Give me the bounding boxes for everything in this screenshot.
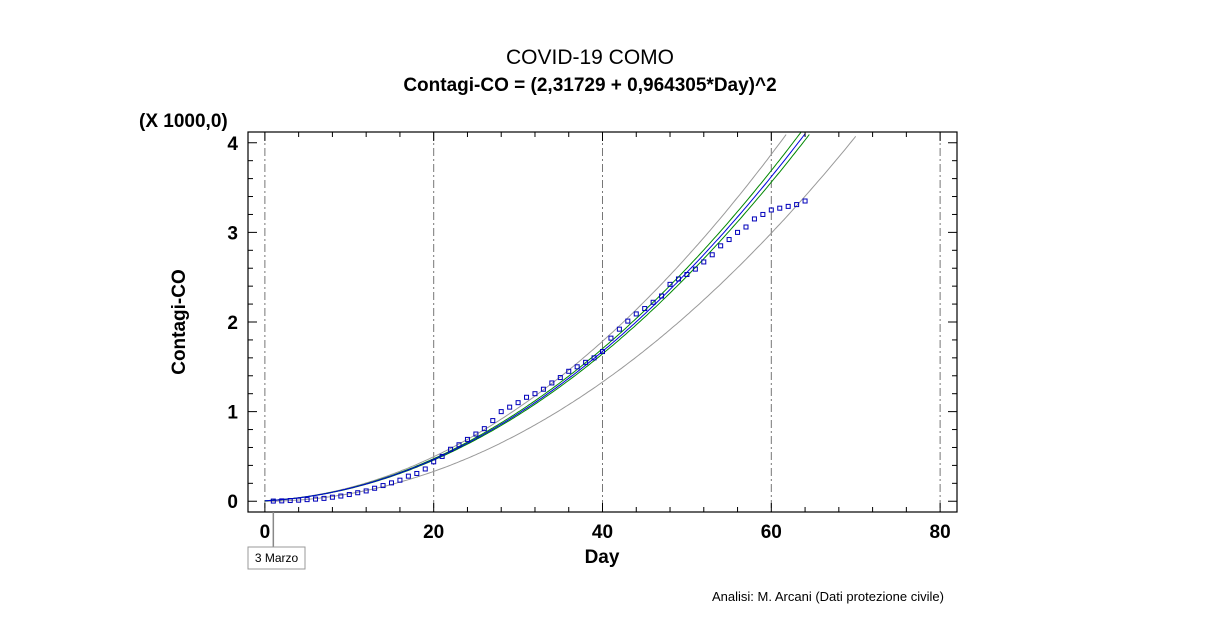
confidence-band-lower: [264, 134, 810, 502]
axis-ticks: 0 20 40 60 80 0 1 2 3 4: [227, 132, 957, 543]
data-point: [574, 364, 580, 370]
data-point: [591, 355, 597, 361]
data-point: [363, 488, 369, 494]
x-axis-title: Day: [585, 547, 620, 568]
data-point: [667, 281, 673, 287]
grid-lines: [264, 132, 941, 512]
data-point: [481, 426, 487, 432]
data-point: [439, 453, 445, 459]
data-point: [709, 252, 715, 258]
y-tick-label: 4: [227, 134, 238, 155]
data-point: [405, 473, 411, 479]
data-point: [296, 497, 302, 503]
data-point: [760, 211, 766, 217]
data-point: [549, 380, 555, 386]
y-axis-title: Contagi-CO: [169, 269, 190, 375]
data-point: [329, 494, 335, 500]
data-point: [515, 400, 521, 406]
data-point: [802, 198, 808, 204]
data-point: [448, 446, 454, 452]
y-tick-label: 0: [227, 492, 238, 513]
data-point: [313, 496, 319, 502]
chart-subtitle: Contagi-CO = (2,31729 + 0,964305*Day)^2: [403, 75, 777, 96]
data-point: [566, 368, 572, 374]
x-tick-label: 0: [260, 522, 271, 543]
data-points: [270, 198, 808, 504]
data-point: [507, 404, 513, 410]
fit-bands: [264, 132, 857, 502]
data-point: [414, 470, 420, 476]
data-point: [675, 276, 681, 282]
data-point: [490, 418, 496, 424]
x-tick-label: 40: [592, 522, 613, 543]
data-point: [372, 485, 378, 491]
data-point: [532, 391, 538, 397]
data-point: [751, 216, 757, 222]
data-point: [785, 203, 791, 209]
data-point: [397, 477, 403, 483]
x-tick-label: 60: [761, 522, 782, 543]
data-point: [456, 442, 462, 448]
data-point: [524, 394, 530, 400]
data-point: [650, 299, 656, 305]
data-point: [768, 207, 774, 213]
data-point: [743, 224, 749, 230]
data-point: [388, 480, 394, 486]
data-point: [270, 498, 276, 504]
x-tick-label: 20: [423, 522, 444, 543]
chart-title: COVID-19 COMO: [505, 46, 675, 69]
data-point: [287, 498, 293, 504]
y-tick-label: 1: [227, 403, 238, 424]
prediction-band-lower: [264, 135, 857, 502]
data-point: [279, 498, 285, 504]
data-point: [464, 436, 470, 442]
data-point: [608, 335, 614, 341]
y-tick-label: 3: [227, 223, 238, 244]
data-point: [321, 495, 327, 501]
data-point: [794, 202, 800, 208]
y-tick-label: 2: [227, 313, 238, 334]
data-point: [701, 259, 707, 265]
data-point: [777, 205, 783, 211]
y-axis-multiplier: (X 1000,0): [139, 111, 228, 132]
data-point: [726, 237, 732, 243]
confidence-band-upper: [264, 132, 802, 502]
data-point: [692, 266, 698, 272]
data-point: [642, 306, 648, 312]
annotation-label: 3 Marzo: [255, 551, 299, 565]
data-point: [431, 459, 437, 465]
data-point: [600, 349, 605, 355]
data-point: [304, 497, 310, 503]
fit-line: [264, 133, 806, 502]
date-annotation: 3 Marzo: [247, 512, 306, 570]
annotation-box: [247, 546, 306, 570]
data-point: [338, 493, 344, 499]
data-point: [659, 293, 665, 299]
data-point: [473, 431, 479, 437]
data-point: [735, 229, 741, 235]
data-point: [422, 466, 428, 472]
data-point: [583, 359, 589, 365]
data-point: [625, 318, 631, 324]
data-point: [540, 386, 546, 392]
data-point: [633, 311, 639, 317]
data-point: [616, 326, 622, 332]
prediction-band-upper: [264, 134, 787, 502]
credit-note: Analisi: M. Arcani (Dati protezione civi…: [712, 589, 944, 604]
x-tick-label: 80: [930, 522, 951, 543]
data-point: [684, 272, 690, 277]
data-point: [380, 483, 386, 489]
data-point: [718, 243, 724, 249]
data-point: [498, 409, 504, 415]
data-point: [346, 492, 352, 498]
data-point: [557, 375, 563, 381]
data-point: [355, 490, 361, 496]
